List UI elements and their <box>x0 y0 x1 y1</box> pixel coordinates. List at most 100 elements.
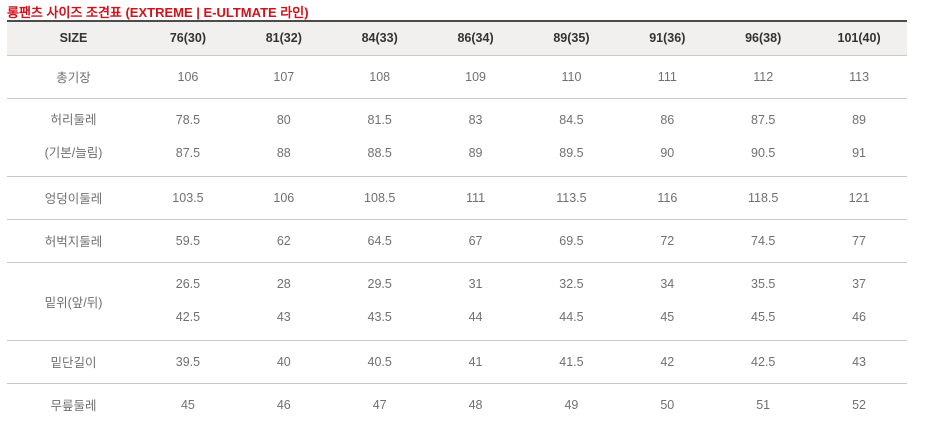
size-value-cell: 89 91 <box>811 98 907 177</box>
size-value: 86 <box>660 113 675 127</box>
table-row: 허리둘레 (기본/늘림) 78.5 87.5 80 88 81.5 88.5 83 89 84.5 8… <box>7 98 907 177</box>
size-value: 106 <box>273 190 295 205</box>
size-value: 121 <box>848 190 870 205</box>
row-label: 엉덩이둘레 <box>7 176 140 220</box>
table-row: 엉덩이둘레 103.5 106 108.5 111 113.5 116 118.5 121 <box>7 176 907 220</box>
size-value: 81.5 <box>367 113 392 127</box>
size-value: 49 <box>564 397 579 412</box>
size-value: 80 <box>276 113 291 127</box>
size-value-cell: 34 45 <box>619 262 716 341</box>
size-value-cell: 40 <box>235 340 332 384</box>
row-label-text: 무릎둘레 <box>50 399 97 414</box>
size-value: 69.5 <box>559 233 584 248</box>
row-label-text: (기본/늘림) <box>44 146 103 160</box>
size-value-cell: 103.5 <box>140 176 236 220</box>
size-value-cell: 52 <box>811 383 907 426</box>
size-value: 108 <box>369 69 391 84</box>
size-value-cell: 35.5 45.5 <box>715 262 812 341</box>
size-value: 118.5 <box>748 190 779 205</box>
size-value: 116 <box>657 190 678 205</box>
size-value: 48 <box>468 397 483 412</box>
column-header: 84(33) <box>331 21 428 56</box>
size-value: 87.5 <box>751 113 776 127</box>
size-value-cell: 45 <box>140 383 236 426</box>
size-value-cell: 31 44 <box>427 262 524 341</box>
size-value-cell: 83 89 <box>427 98 524 177</box>
size-value: 45 <box>660 310 675 324</box>
page-title: 롱팬츠 사이즈 조견표 (EXTREME | E-ULTMATE 라인) <box>7 5 309 20</box>
size-value: 28 <box>276 277 291 291</box>
size-value: 106 <box>177 69 199 84</box>
size-value-cell: 116 <box>619 176 716 220</box>
size-value-cell: 48 <box>428 383 524 426</box>
size-value-cell: 110 <box>523 55 620 99</box>
size-value: 112 <box>753 69 774 84</box>
size-value: 44.5 <box>559 310 584 324</box>
size-value: 50 <box>660 397 675 412</box>
size-value-cell: 74.5 <box>715 219 812 263</box>
size-value: 72 <box>660 233 675 248</box>
size-value: 34 <box>660 277 675 291</box>
table-row: 밑위(앞/뒤) 26.5 42.5 28 43 29.5 43.5 31 44 32.5 44.5 3… <box>7 262 907 341</box>
size-value-cell: 84.5 89.5 <box>523 98 620 177</box>
size-value-cell: 32.5 44.5 <box>523 262 620 341</box>
size-value: 78.5 <box>175 113 201 127</box>
size-value: 59.5 <box>175 233 201 248</box>
size-value-cell: 29.5 43.5 <box>331 262 428 341</box>
size-value-cell: 113 <box>811 55 907 99</box>
size-value-cell: 67 <box>427 219 524 263</box>
size-value: 42 <box>660 354 675 369</box>
size-value: 103.5 <box>172 190 204 205</box>
size-value: 37 <box>852 277 867 291</box>
size-value-cell: 121 <box>811 176 907 220</box>
size-value-cell: 47 <box>332 383 428 426</box>
size-value: 41 <box>468 354 483 369</box>
size-value: 91 <box>852 146 867 160</box>
size-value: 89 <box>468 146 483 160</box>
size-value-cell: 64.5 <box>331 219 428 263</box>
size-value-cell: 87.5 90.5 <box>715 98 812 177</box>
row-label-text: 총기장 <box>56 71 91 85</box>
size-value-cell: 80 88 <box>235 98 332 177</box>
size-value: 31 <box>468 277 483 291</box>
size-value-cell: 49 <box>524 383 620 426</box>
size-value: 111 <box>657 69 677 84</box>
size-value: 108.5 <box>364 190 396 205</box>
row-label-text: 밑위(앞/뒤) <box>44 295 103 310</box>
size-value: 29.5 <box>367 277 392 291</box>
size-value: 46 <box>852 310 867 324</box>
size-value-cell: 42.5 <box>715 340 812 384</box>
column-header: 91(36) <box>619 21 716 56</box>
size-value: 43 <box>276 310 291 324</box>
size-value-cell: 41.5 <box>523 340 620 384</box>
size-value: 109 <box>465 69 486 84</box>
size-value: 110 <box>561 69 582 84</box>
size-value-cell: 28 43 <box>235 262 332 341</box>
size-value: 45.5 <box>751 310 776 324</box>
size-table: SIZE 76(30) 81(32) 84(33) 86(34) 89(35) 91(36)… <box>7 20 907 426</box>
size-value: 89.5 <box>559 146 584 160</box>
row-label-text: 엉덩이둘레 <box>44 192 103 206</box>
size-value-cell: 40.5 <box>331 340 428 384</box>
size-value-cell: 118.5 <box>715 176 812 220</box>
size-value-cell: 108.5 <box>331 176 428 220</box>
size-value: 90 <box>660 146 675 160</box>
table-row: 총기장 106 107 108 109 110 111 112 113 <box>7 55 907 99</box>
size-value: 46 <box>276 397 291 412</box>
size-value: 45 <box>180 397 195 412</box>
size-value: 74.5 <box>751 233 776 248</box>
size-value: 42.5 <box>751 354 776 369</box>
size-value: 41.5 <box>559 354 584 369</box>
table-row: 밑단길이 39.5 40 40.5 41 41.5 42 42.5 43 <box>7 340 907 384</box>
size-value-cell: 42 <box>619 340 716 384</box>
row-label: 허벅지둘레 <box>7 219 140 263</box>
size-value-cell: 86 90 <box>619 98 716 177</box>
size-value: 88.5 <box>367 146 392 160</box>
column-header: 86(34) <box>427 21 524 56</box>
column-header: 96(38) <box>715 21 812 56</box>
size-value: 88 <box>276 146 291 160</box>
size-value-cell: 37 46 <box>811 262 907 341</box>
size-value-cell: 109 <box>427 55 524 99</box>
size-value-cell: 26.5 42.5 <box>140 262 236 341</box>
